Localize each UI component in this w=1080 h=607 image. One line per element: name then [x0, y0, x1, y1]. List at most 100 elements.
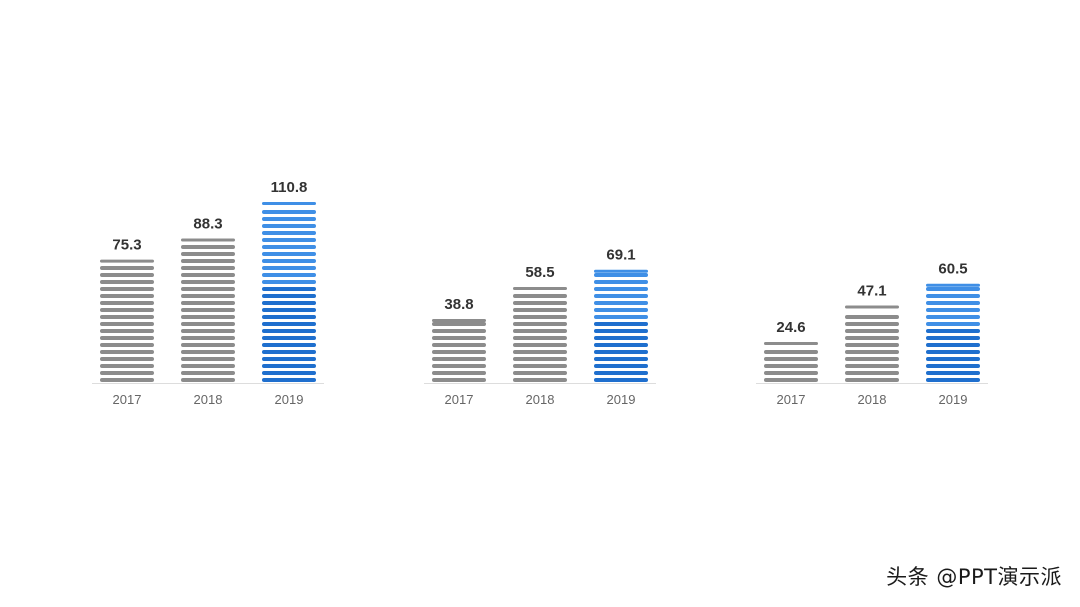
bar-stripe	[262, 329, 316, 333]
bar-cap	[262, 202, 316, 205]
bar-stripe	[513, 301, 567, 305]
bar-stripe	[513, 336, 567, 340]
bar-stripe	[181, 322, 235, 326]
bar-stripe	[764, 357, 818, 361]
watermark-text: 头条 @PPT演示派	[886, 565, 1062, 589]
bar-stripe	[262, 308, 316, 312]
data-label: 24.6	[776, 319, 805, 336]
bar-stripe	[926, 378, 980, 382]
bar-stripe	[100, 357, 154, 361]
bar-stripe	[926, 287, 980, 291]
tick-label: 2018	[858, 392, 887, 407]
data-label: 58.5	[525, 264, 554, 281]
bar-stripe	[181, 280, 235, 284]
chart-panel: 75.3 2017 88.3 2018 110.8 2019	[92, 179, 324, 407]
bar-stripe	[181, 371, 235, 375]
data-label: 69.1	[606, 247, 635, 264]
data-label: 75.3	[112, 237, 141, 254]
bar-stripe	[594, 315, 648, 319]
bar-stripe	[262, 315, 316, 319]
bar-stripe	[181, 259, 235, 263]
tick-label: 2018	[526, 392, 555, 407]
bar-stripe	[513, 308, 567, 312]
bar-stripe	[432, 336, 486, 340]
bar-stripe	[513, 343, 567, 347]
bar-stripe	[181, 266, 235, 270]
bar-stripe	[926, 364, 980, 368]
bar-cap	[845, 305, 899, 309]
bar	[926, 283, 980, 382]
bar-stripe	[181, 245, 235, 249]
bar-stripe	[181, 357, 235, 361]
bar-stripe	[181, 294, 235, 298]
bar-stripe	[594, 308, 648, 312]
bar-stripe	[926, 350, 980, 354]
bar-stripe	[594, 350, 648, 354]
bar-stripe	[181, 301, 235, 305]
bar-cap	[594, 269, 648, 273]
bar-stripe	[432, 371, 486, 375]
bar-stripe	[594, 357, 648, 361]
tick-label: 2017	[777, 392, 806, 407]
tick-label: 2019	[607, 392, 636, 407]
bar-stripe	[845, 364, 899, 368]
bar	[100, 259, 154, 382]
bar-stripe	[594, 336, 648, 340]
bar-stripe	[845, 329, 899, 333]
bar-stripe	[432, 343, 486, 347]
tick-label: 2019	[939, 392, 968, 407]
bar-stripe	[845, 350, 899, 354]
bar-stripe	[100, 364, 154, 368]
bar-stripe	[262, 217, 316, 221]
tick-label: 2017	[113, 392, 142, 407]
bar-stripe	[513, 350, 567, 354]
bar-stripe	[262, 301, 316, 305]
bar-stripe	[926, 371, 980, 375]
bar-stripe	[432, 364, 486, 368]
tick-label: 2018	[194, 392, 223, 407]
tick-label: 2019	[275, 392, 304, 407]
bar-stripe	[100, 280, 154, 284]
bar-stripe	[926, 329, 980, 333]
bar-stripe	[100, 308, 154, 312]
bar-stripe	[262, 231, 316, 235]
bar-stripe	[594, 371, 648, 375]
bar-stripe	[181, 273, 235, 277]
bar-stripe	[594, 294, 648, 298]
bar-stripe	[594, 343, 648, 347]
bar-stripe	[100, 329, 154, 333]
bar-stripe	[181, 364, 235, 368]
bar-stripe	[262, 252, 316, 256]
bar-cap	[181, 238, 235, 242]
bar-stripe	[594, 280, 648, 284]
bar-stripe	[513, 378, 567, 382]
bar-stripe	[513, 329, 567, 333]
bar-cap	[432, 318, 486, 322]
bar-stripe	[594, 287, 648, 291]
bar-stripe	[594, 322, 648, 326]
bar-stripe	[181, 378, 235, 382]
bar-stripe	[845, 315, 899, 319]
bar-stripe	[845, 343, 899, 347]
bar-cap	[513, 286, 567, 290]
bar-stripe	[845, 322, 899, 326]
bar-stripe	[926, 336, 980, 340]
data-label: 110.8	[271, 179, 308, 196]
bar-stripe	[513, 357, 567, 361]
bar	[845, 305, 899, 382]
bar-cap	[100, 259, 154, 263]
bar-cap	[926, 283, 980, 287]
bar-stripe	[432, 350, 486, 354]
bar-stripe	[262, 266, 316, 270]
bar-stripe	[181, 315, 235, 319]
bar-stripe	[100, 287, 154, 291]
bar-stripe	[262, 224, 316, 228]
bar-stripe	[513, 315, 567, 319]
bar	[594, 269, 648, 382]
bar-stripe	[926, 322, 980, 326]
bar-stripe	[594, 378, 648, 382]
bar-stripe	[262, 238, 316, 242]
bar-stripe	[100, 273, 154, 277]
bar-stripe	[100, 301, 154, 305]
bar-stripe	[594, 364, 648, 368]
